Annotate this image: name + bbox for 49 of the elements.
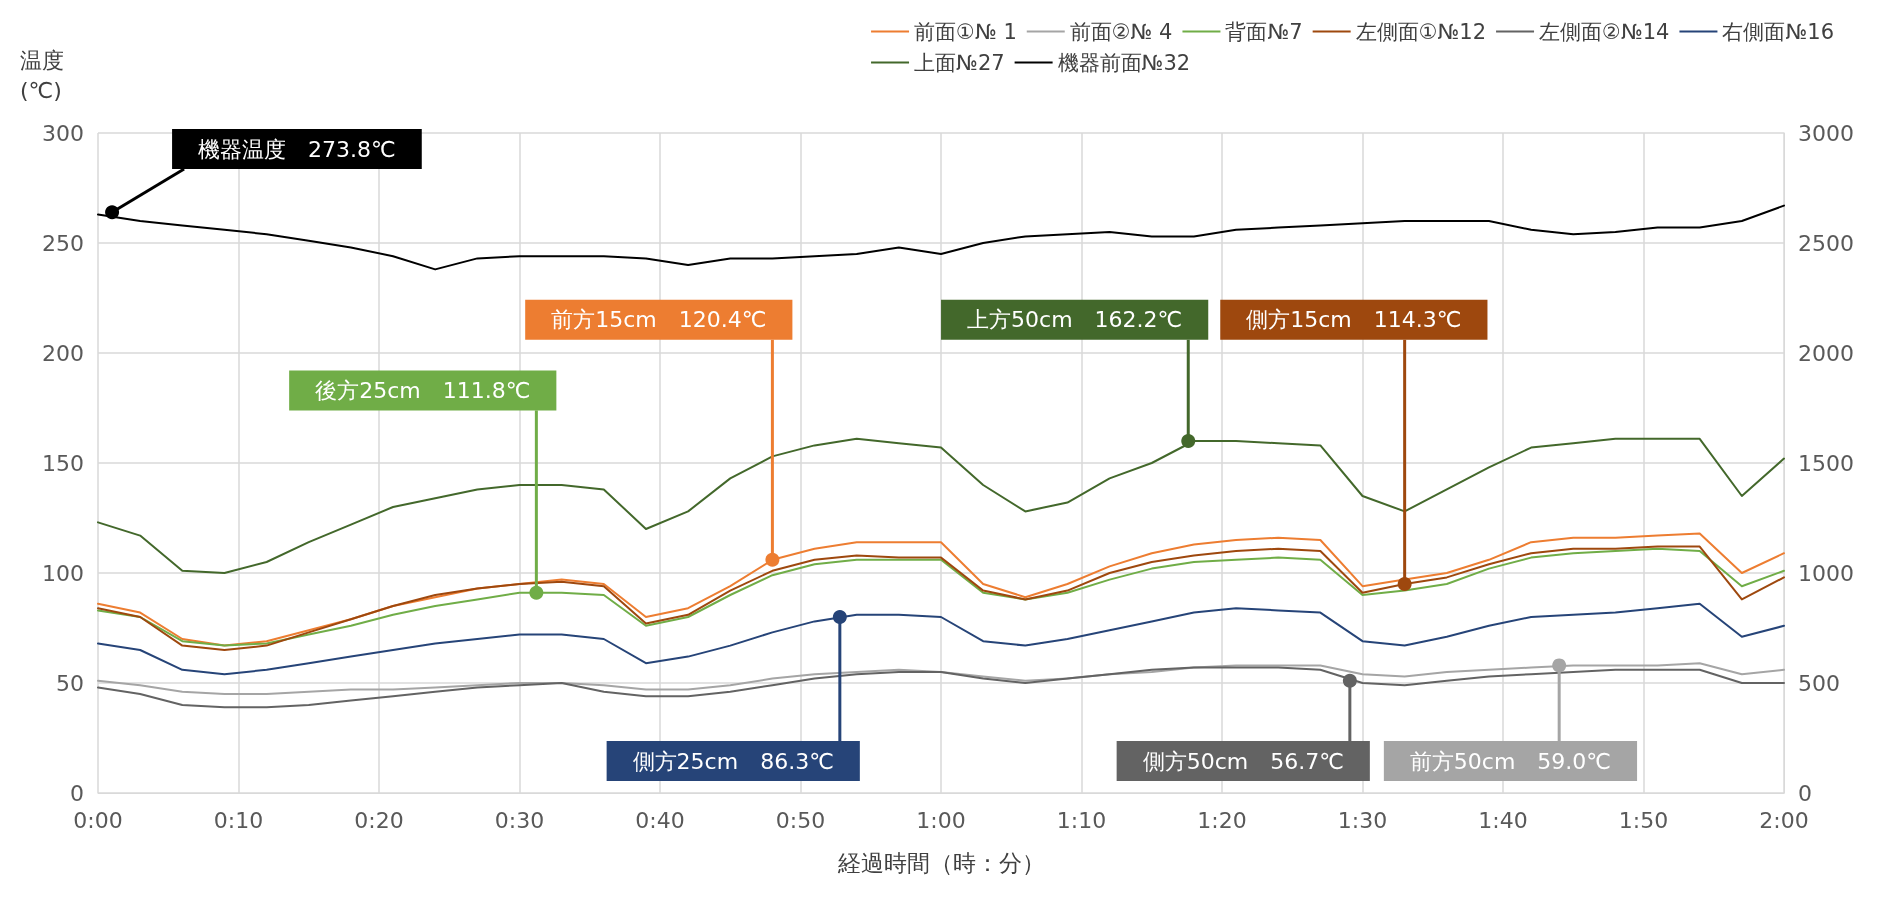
legend-label: 機器前面№32 (1057, 50, 1191, 75)
y2-tick-label: 3000 (1798, 120, 1854, 146)
y2-tick-label: 500 (1798, 670, 1840, 696)
y2-tick-label: 0 (1798, 780, 1812, 806)
y-tick-label: 250 (42, 230, 84, 256)
y2-tick-label: 2000 (1798, 340, 1854, 366)
x-tick-label: 1:40 (1478, 807, 1528, 833)
annotation: 後方25cm 111.8℃ (315, 377, 531, 403)
annotation: 上方50cm 162.2℃ (967, 307, 1183, 333)
legend-label: 左側面①№12 (1355, 19, 1487, 44)
y-axis-title: 温度 (℃) (20, 47, 64, 103)
legend-label: 上面№27 (914, 50, 1005, 75)
y2-tick-label: 1000 (1798, 560, 1854, 586)
y-tick-label: 0 (70, 780, 84, 806)
x-tick-label: 2:00 (1759, 807, 1809, 833)
y-tick-label: 100 (42, 560, 84, 586)
x-tick-label: 1:20 (1197, 807, 1247, 833)
x-tick-label: 0:20 (354, 807, 404, 833)
x-tick-label: 0:00 (73, 807, 123, 833)
legend-label: 左側面②№14 (1539, 19, 1670, 44)
x-tick-label: 1:50 (1618, 807, 1669, 833)
annotation: 前方50cm 59.0℃ (1409, 748, 1612, 774)
legend-label: 背面№7 (1225, 19, 1303, 44)
legend-label: 前面①№ 1 (914, 19, 1017, 44)
x-tick-label: 1:30 (1337, 807, 1388, 833)
annotation: 機器温度 273.8℃ (198, 136, 396, 162)
line-series (97, 662, 1785, 695)
x-tick-label: 0:30 (494, 807, 545, 833)
line-series (97, 602, 1785, 676)
line-series (97, 666, 1785, 709)
annotation: 前方15cm 120.4℃ (551, 307, 767, 333)
x-tick-label: 0:10 (213, 807, 264, 833)
y2-tick-label: 1500 (1798, 450, 1854, 476)
x-tick-label: 1:00 (916, 807, 966, 833)
y-tick-label: 150 (42, 450, 84, 476)
y-tick-label: 50 (56, 670, 84, 696)
legend-label: 前面②№ 4 (1069, 19, 1173, 44)
line-series (97, 204, 1785, 271)
x-axis-title: 経過時間（時：分） (836, 849, 1045, 876)
x-tick-label: 0:40 (635, 807, 685, 833)
y-tick-label: 200 (42, 340, 84, 366)
annotation: 側方25cm 86.3℃ (632, 748, 834, 774)
x-tick-label: 1:10 (1056, 807, 1107, 833)
y2-tick-label: 2500 (1798, 230, 1854, 256)
legend-label: 右側面№16 (1722, 19, 1834, 44)
annotation: 側方15cm 114.3℃ (1246, 307, 1462, 333)
x-tick-label: 0:50 (775, 807, 826, 833)
y-tick-label: 300 (42, 120, 84, 146)
annotation: 側方50cm 56.7℃ (1142, 748, 1344, 774)
